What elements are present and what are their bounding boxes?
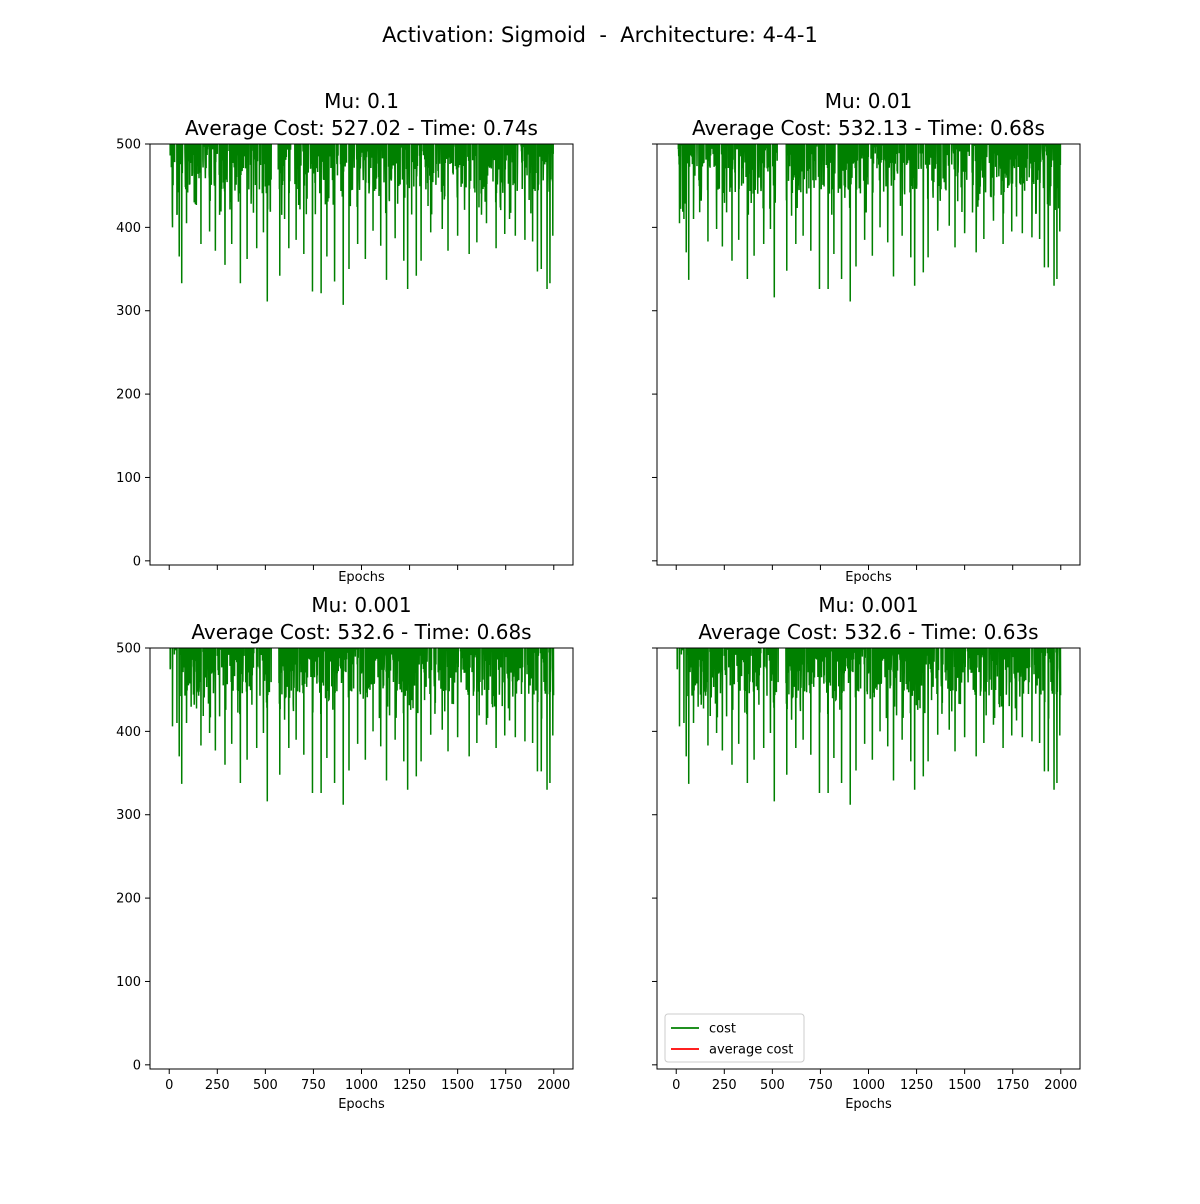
x-axis-label: Epochs <box>338 1097 385 1112</box>
x-tick-label: 750 <box>808 1078 833 1093</box>
y-tick-label: 500 <box>116 642 141 657</box>
x-tick-label: 0 <box>165 1078 173 1093</box>
y-tick-label: 200 <box>116 892 141 907</box>
y-tick-label: 100 <box>116 975 141 990</box>
y-tick-label: 400 <box>116 725 141 740</box>
x-tick-label: 1000 <box>345 1078 378 1093</box>
legend-box <box>664 1013 805 1063</box>
cost-line <box>677 144 1062 302</box>
y-tick-label: 100 <box>116 471 141 486</box>
y-tick-label: 0 <box>133 1058 141 1073</box>
subplot-3: Mu: 0.001 Average Cost: 532.6 - Time: 0.6… <box>116 593 574 1112</box>
subplot-title-cost-time: Average Cost: 527.02 - Time: 0.74s <box>185 116 538 140</box>
subplot-title-cost-time: Average Cost: 532.6 - Time: 0.63s <box>698 620 1038 644</box>
subplot-title-cost-time: Average Cost: 532.6 - Time: 0.68s <box>191 620 531 644</box>
legend-label: cost <box>709 1022 736 1037</box>
subplot-title-mu: Mu: 0.001 <box>311 593 411 617</box>
x-tick-label: 1500 <box>441 1078 474 1093</box>
subplot-4: Mu: 0.001 Average Cost: 532.6 - Time: 0.6… <box>652 593 1081 1112</box>
x-axis-label: Epochs <box>845 570 892 585</box>
subplot-1: Mu: 0.1 Average Cost: 527.02 - Time: 0.74… <box>116 89 574 585</box>
cost-line <box>169 144 554 305</box>
y-tick-label: 300 <box>116 304 141 319</box>
subplot-title-mu: Mu: 0.01 <box>825 89 913 113</box>
x-tick-label: 2000 <box>1044 1078 1077 1093</box>
x-axis-label: Epochs <box>845 1097 892 1112</box>
y-tick-label: 0 <box>133 554 141 569</box>
y-tick-label: 300 <box>116 808 141 823</box>
x-tick-label: 1000 <box>852 1078 885 1093</box>
x-tick-label: 1750 <box>996 1078 1029 1093</box>
x-tick-label: 1750 <box>489 1078 522 1093</box>
x-tick-label: 1250 <box>393 1078 426 1093</box>
x-tick-label: 1500 <box>948 1078 981 1093</box>
x-tick-label: 2000 <box>537 1078 570 1093</box>
x-tick-label: 250 <box>205 1078 230 1093</box>
subplots: Mu: 0.1 Average Cost: 527.02 - Time: 0.74… <box>116 89 1081 1112</box>
subplot-title-mu: Mu: 0.001 <box>818 593 918 617</box>
subplot-2: Mu: 0.01 Average Cost: 532.13 - Time: 0.6… <box>652 89 1081 585</box>
x-axis-label: Epochs <box>338 570 385 585</box>
subplot-title-mu: Mu: 0.1 <box>324 89 399 113</box>
x-tick-label: 0 <box>672 1078 680 1093</box>
legend-label: average cost <box>709 1043 793 1058</box>
x-tick-label: 500 <box>253 1078 278 1093</box>
x-tick-label: 750 <box>301 1078 326 1093</box>
x-tick-label: 1250 <box>900 1078 933 1093</box>
subplot-title-cost-time: Average Cost: 532.13 - Time: 0.68s <box>692 116 1045 140</box>
y-tick-label: 500 <box>116 138 141 153</box>
legend: cost average cost <box>664 1013 805 1063</box>
figure-suptitle: Activation: Sigmoid - Architecture: 4-4-… <box>382 23 818 47</box>
x-tick-label: 250 <box>712 1078 737 1093</box>
y-tick-label: 400 <box>116 221 141 236</box>
y-tick-label: 200 <box>116 388 141 403</box>
x-tick-label: 500 <box>760 1078 785 1093</box>
